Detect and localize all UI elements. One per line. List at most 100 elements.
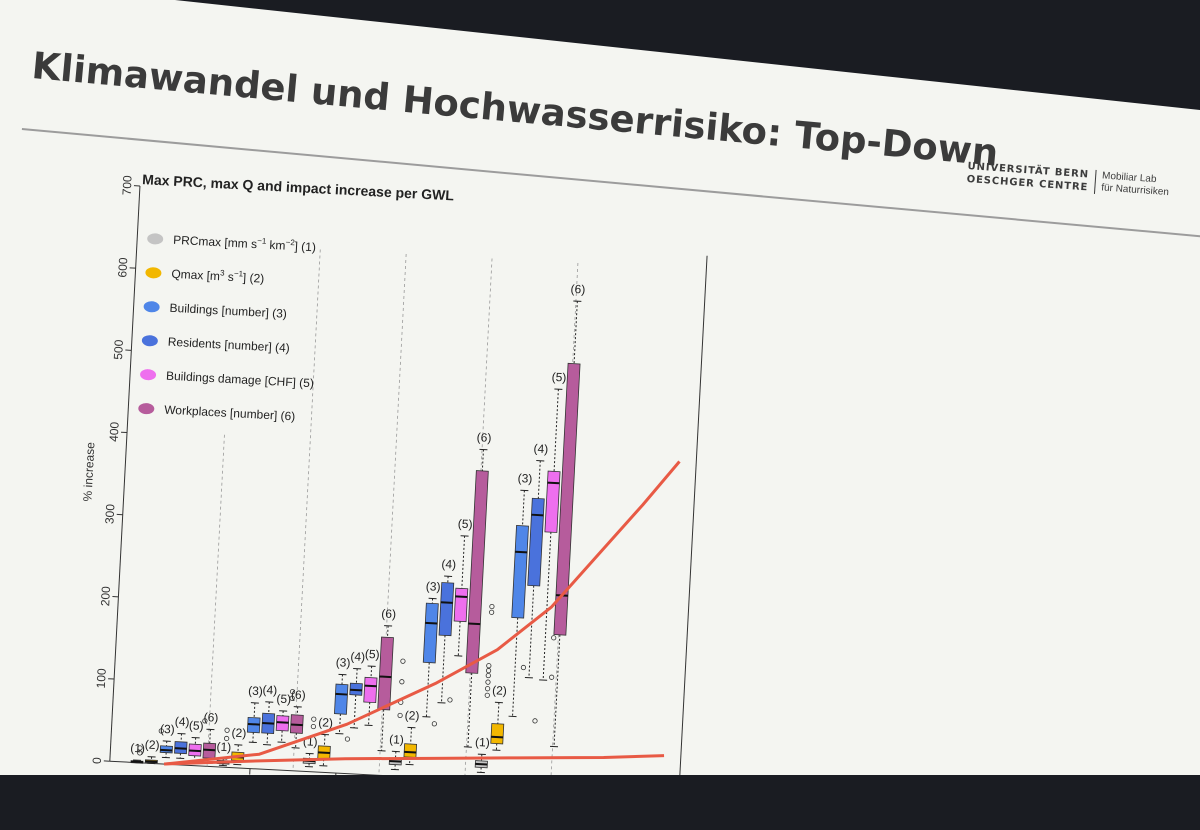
- legend-swatch: [145, 267, 162, 279]
- box-label: (5): [276, 692, 291, 707]
- y-tick-label: 500: [111, 339, 126, 360]
- boxplot-2-3: (3): [245, 684, 263, 743]
- whisker-lower: [554, 635, 560, 747]
- x-tick-label: 3: [504, 783, 512, 797]
- median-line: [468, 623, 480, 624]
- boxplot-5-2: (2): [482, 604, 511, 750]
- boxplot-5-1: (1): [474, 735, 491, 773]
- whisker-upper: [498, 702, 499, 723]
- median-line: [389, 761, 401, 762]
- outlier-point: [551, 635, 556, 640]
- box: [364, 677, 377, 702]
- box-label: (3): [426, 579, 441, 594]
- box-label: (1): [389, 732, 404, 747]
- box: [528, 498, 545, 586]
- y-tick-label: 300: [102, 503, 117, 524]
- whisker-lower: [529, 586, 534, 678]
- box-label: (2): [318, 715, 333, 730]
- box: [491, 724, 504, 744]
- whisker-upper: [254, 703, 255, 718]
- outlier-point: [398, 713, 403, 718]
- boxplot-4-1: (1): [388, 732, 405, 770]
- outlier-point: [549, 675, 554, 680]
- boxplot-3-6: (6): [374, 606, 396, 751]
- median-line: [531, 515, 543, 516]
- legend-swatch: [138, 403, 155, 415]
- box: [545, 471, 560, 532]
- box: [512, 525, 529, 618]
- legend-label: PRCmax [mm s−1 km−2] (1): [173, 232, 317, 254]
- outlier-point: [225, 728, 230, 733]
- box-label: (4): [441, 557, 456, 572]
- boxplot-4-3: (3): [419, 579, 441, 717]
- box-label: (5): [458, 517, 473, 532]
- outlier-point: [432, 722, 437, 727]
- y-tick-label: 100: [94, 668, 109, 689]
- median-line: [365, 686, 377, 687]
- box-label: (5): [189, 718, 204, 733]
- legend-label: Residents [number] (4): [167, 335, 290, 355]
- box-label: (6): [203, 710, 218, 725]
- box-label: (4): [262, 683, 277, 698]
- legend-label: Buildings [number] (3): [169, 301, 287, 321]
- median-line: [131, 761, 143, 762]
- box: [334, 684, 348, 714]
- outlier-point: [486, 668, 491, 673]
- legend-swatch: [147, 233, 164, 245]
- median-line: [475, 764, 487, 765]
- y-tick-label: 0: [90, 757, 104, 765]
- whisker-upper: [356, 669, 357, 684]
- median-line: [455, 596, 467, 597]
- box-group-1: (1)(2)(3)(4)(5)(6): [130, 706, 219, 767]
- whisker-upper: [210, 729, 211, 743]
- whisker-lower: [458, 621, 460, 656]
- box-label: (2): [145, 737, 160, 752]
- whisker-upper: [462, 536, 465, 589]
- x-axis-line: [110, 761, 679, 791]
- box: [439, 582, 454, 635]
- box-label: (2): [404, 708, 419, 723]
- whisker-upper: [574, 301, 577, 363]
- box-label: (4): [350, 649, 365, 664]
- box-label: (4): [533, 441, 548, 456]
- median-line: [291, 725, 303, 726]
- box-label: (1): [475, 735, 490, 750]
- box: [454, 588, 468, 621]
- y-tick-label: 200: [98, 586, 113, 607]
- box-group-5: (1)(2)(3)(4)(5)(6): [474, 278, 586, 776]
- boxplot-2-4: (4): [260, 683, 278, 745]
- box-group-3: (1)(2)(3)(4)(5)(6): [302, 603, 397, 771]
- legend-swatch: [142, 335, 159, 347]
- y-tick-label: 600: [115, 257, 130, 278]
- median-line: [335, 694, 347, 695]
- y-tick-label: 400: [107, 421, 122, 442]
- outlier-point: [487, 663, 492, 668]
- legend-label: Qmax [m3 s−1] (2): [171, 266, 265, 286]
- median-line: [318, 752, 330, 753]
- x-tick-label: 4: [589, 787, 597, 801]
- median-line: [248, 724, 260, 725]
- median-line: [145, 761, 157, 762]
- boxplot-4-2: (2): [395, 659, 422, 765]
- whisker-upper: [482, 450, 483, 471]
- outlier-point: [485, 693, 490, 698]
- whisker-lower: [354, 695, 356, 728]
- median-line: [189, 751, 201, 752]
- box-label: (5): [551, 370, 566, 385]
- median-line: [404, 752, 416, 753]
- median-line: [160, 750, 172, 751]
- whisker-lower: [339, 714, 340, 734]
- legend-swatch: [140, 369, 157, 381]
- outlier-point: [345, 737, 350, 742]
- boxplot-1-4: (4): [173, 714, 190, 758]
- slide: Klimawandel und Hochwasserrisiko: Top-Do…: [0, 0, 1200, 775]
- whisker-lower: [441, 635, 445, 702]
- box: [466, 471, 489, 674]
- outlier-point: [400, 679, 405, 684]
- outlier-point: [533, 719, 538, 724]
- median-line: [277, 722, 289, 723]
- median-line: [547, 483, 559, 484]
- median-line: [441, 602, 453, 603]
- legend-label: Buildings damage [CHF] (5): [166, 369, 315, 391]
